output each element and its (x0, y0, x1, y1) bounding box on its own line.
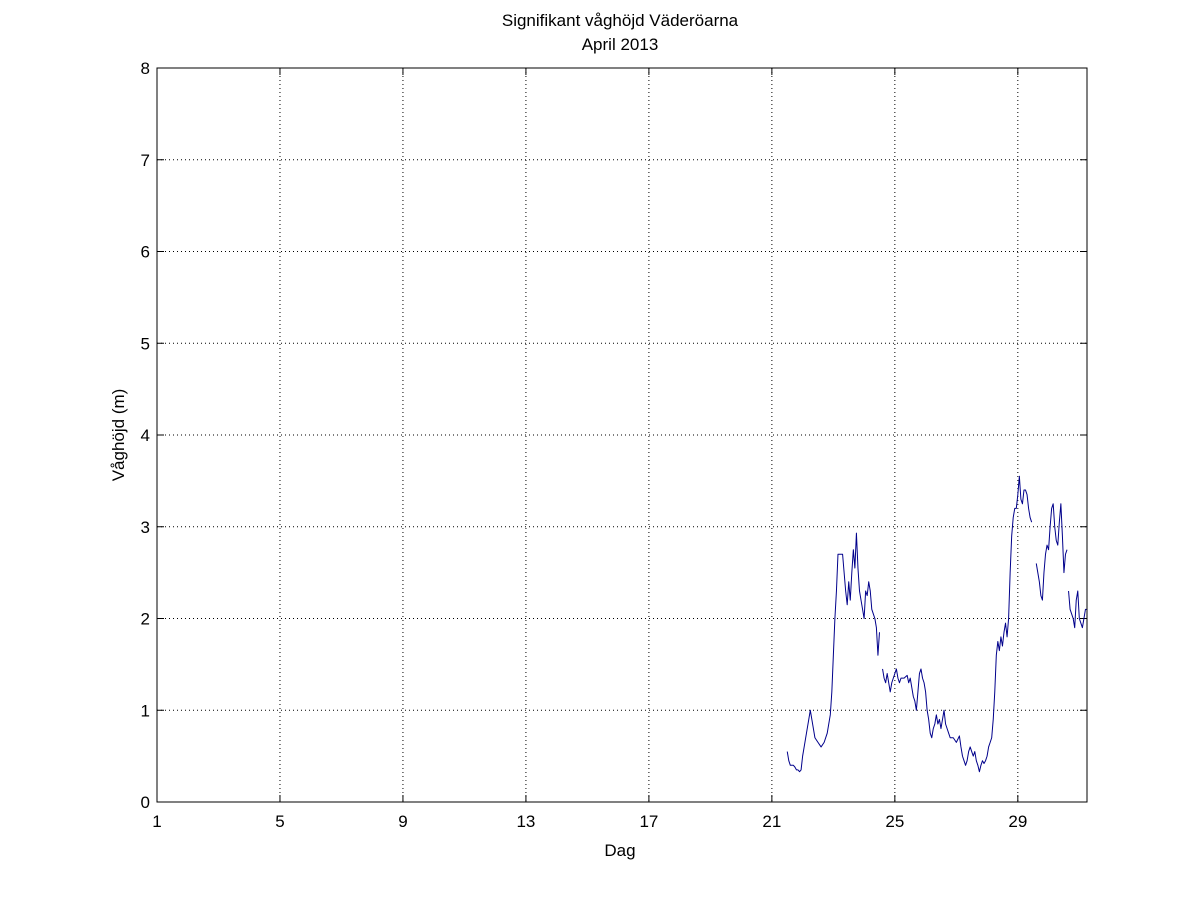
y-axis-label: Våghöjd (m) (109, 389, 128, 482)
y-tick-label: 1 (141, 701, 150, 720)
x-axis-label: Dag (604, 841, 635, 860)
x-tick-label: 21 (762, 812, 781, 831)
plot-frame (156, 67, 1088, 803)
series-line-segment (786, 532, 880, 773)
series-line-segment (1068, 590, 1087, 629)
x-tick-label: 17 (639, 812, 658, 831)
series-lines (786, 475, 1087, 773)
y-tick-label: 0 (141, 793, 150, 812)
y-tick-label: 3 (141, 518, 150, 537)
x-tick-label: 25 (885, 812, 904, 831)
y-tick-label: 2 (141, 610, 150, 629)
y-tick-label: 8 (141, 59, 150, 78)
chart-subtitle: April 2013 (582, 35, 659, 54)
x-tick-label: 13 (516, 812, 535, 831)
x-tick-label: 29 (1008, 812, 1027, 831)
x-tick-label: 9 (398, 812, 407, 831)
chart-title: Signifikant våghöjd Väderöarna (502, 11, 739, 30)
series-line-segment (1035, 503, 1068, 601)
grid (157, 68, 1087, 802)
y-tick-label: 4 (141, 426, 150, 445)
series-line-segment (882, 475, 1033, 773)
x-tick-label: 5 (275, 812, 284, 831)
y-tick-label: 6 (141, 243, 150, 262)
x-tick-label: 1 (152, 812, 161, 831)
y-tick-label: 7 (141, 151, 150, 170)
y-tick-label: 5 (141, 334, 150, 353)
